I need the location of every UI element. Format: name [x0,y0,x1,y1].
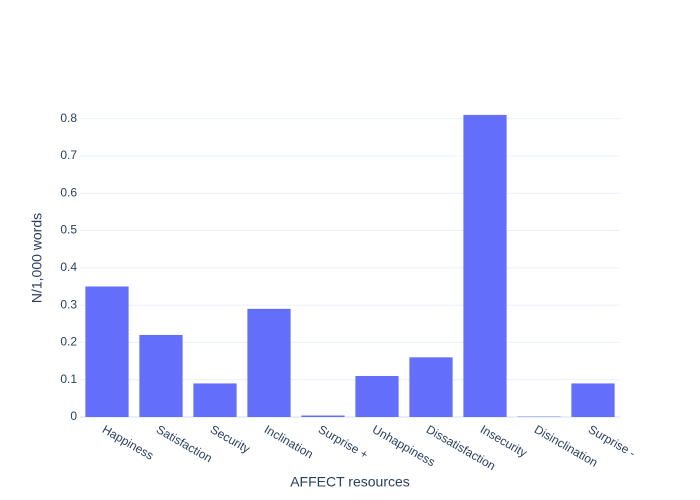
y-tick-label: 0.2 [60,335,77,349]
bar [85,286,129,417]
x-tick-label: Inclination [262,422,316,461]
y-tick-label: 0.4 [60,260,77,274]
x-axis-title: AFFECT resources [290,474,410,490]
bar [139,334,183,417]
bar [193,383,237,417]
y-tick-label: 0.7 [60,148,77,162]
y-tick-label: 0.1 [60,372,77,386]
y-tick-label: 0.5 [60,223,77,237]
x-tick-label: Satisfaction [154,422,215,465]
x-tick-label: Surprise + [316,422,371,462]
y-axis-title: N/1,000 words [29,213,45,303]
x-tick-label: Happiness [100,422,156,462]
bar [355,375,399,417]
y-tick-label: 0.6 [60,185,77,199]
x-tick-label: Security [208,422,253,456]
bar [571,383,615,417]
bar [409,357,453,417]
bar [301,415,345,417]
bar [463,114,507,417]
y-tick-label: 0 [70,409,77,423]
bar [247,308,291,417]
y-tick-label: 0.3 [60,297,77,311]
y-tick-label: 0.8 [60,111,77,125]
